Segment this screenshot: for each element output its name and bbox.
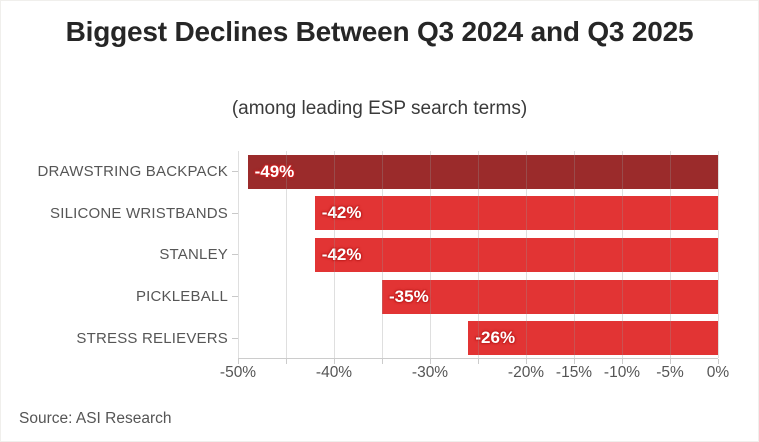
category-label-row: SILICONE WRISTBANDS [1,193,238,235]
bar-drawstring-backpack: -49% [247,154,718,189]
category-labels: DRAWSTRING BACKPACK SILICONE WRISTBANDS ST… [1,151,238,359]
bar-pickleball: -35% [382,279,718,314]
category-label: PICKLEBALL [135,288,228,306]
axis-tick-mark [381,359,383,364]
bar-chart: DRAWSTRING BACKPACK SILICONE WRISTBANDS ST… [1,151,759,364]
category-label: STANLEY [159,246,228,264]
axis-tick-mark [237,359,239,364]
x-axis-tick-label: -5% [656,364,684,381]
category-label: DRAWSTRING BACKPACK [37,163,228,181]
x-axis-tick-label: -40% [315,364,353,381]
bar-silicone-wristbands: -42% [314,196,718,231]
axis-tick-mark [525,359,527,364]
chart-title: Biggest Declines Between Q3 2024 and Q3 … [65,16,694,47]
x-axis-tick-label: -15% [555,364,593,381]
axis-tick-mark [429,359,431,364]
category-label-row: STANLEY [1,234,238,276]
category-tick-mark [232,212,238,214]
category-label: SILICONE WRISTBANDS [50,204,228,222]
x-axis-tick-label: -20% [507,364,545,381]
bar-stanley: -42% [314,238,718,272]
axis-tick-mark [573,359,575,364]
category-tick-mark [232,171,238,173]
axis-tick-mark [333,359,335,364]
bar-value-label: -26% [475,328,516,348]
x-axis-tick-label: -10% [603,364,641,381]
x-axis-tick-label: 0% [706,364,730,381]
category-tick-mark [232,296,238,298]
bar-value-label: -42% [321,245,362,264]
category-label-row: DRAWSTRING BACKPACK [1,151,238,193]
axis-tick-mark [285,359,287,364]
axis-tick-mark [669,359,671,364]
gridline [237,151,239,358]
axis-tick-mark [717,359,719,364]
axis-tick-mark [621,359,623,364]
chart-subtitle: (among leading ESP search terms) [231,98,528,119]
bar-value-label: -35% [389,286,429,306]
source-note: Source: ASI Research [19,410,172,427]
category-label-row: STRESS RELIEVERS [1,317,238,359]
axis-tick-mark [477,359,479,364]
bar-value-label: -49% [254,161,295,181]
bar-value-label: -42% [321,203,362,223]
plot-area: -49% -42% -42% -35% -26% [237,151,719,364]
bar-stress-relievers: -26% [468,321,718,356]
x-axis-tick-label: -30% [411,364,449,381]
category-tick-mark [232,254,238,256]
x-axis-tick-label: -50% [219,364,257,381]
x-axis-labels: -50% -40% -30% -20% -15% -10% -5% 0% [1,364,759,386]
category-tick-mark [232,337,238,339]
category-label: STRESS RELIEVERS [76,329,228,347]
category-label-row: PICKLEBALL [1,276,238,318]
